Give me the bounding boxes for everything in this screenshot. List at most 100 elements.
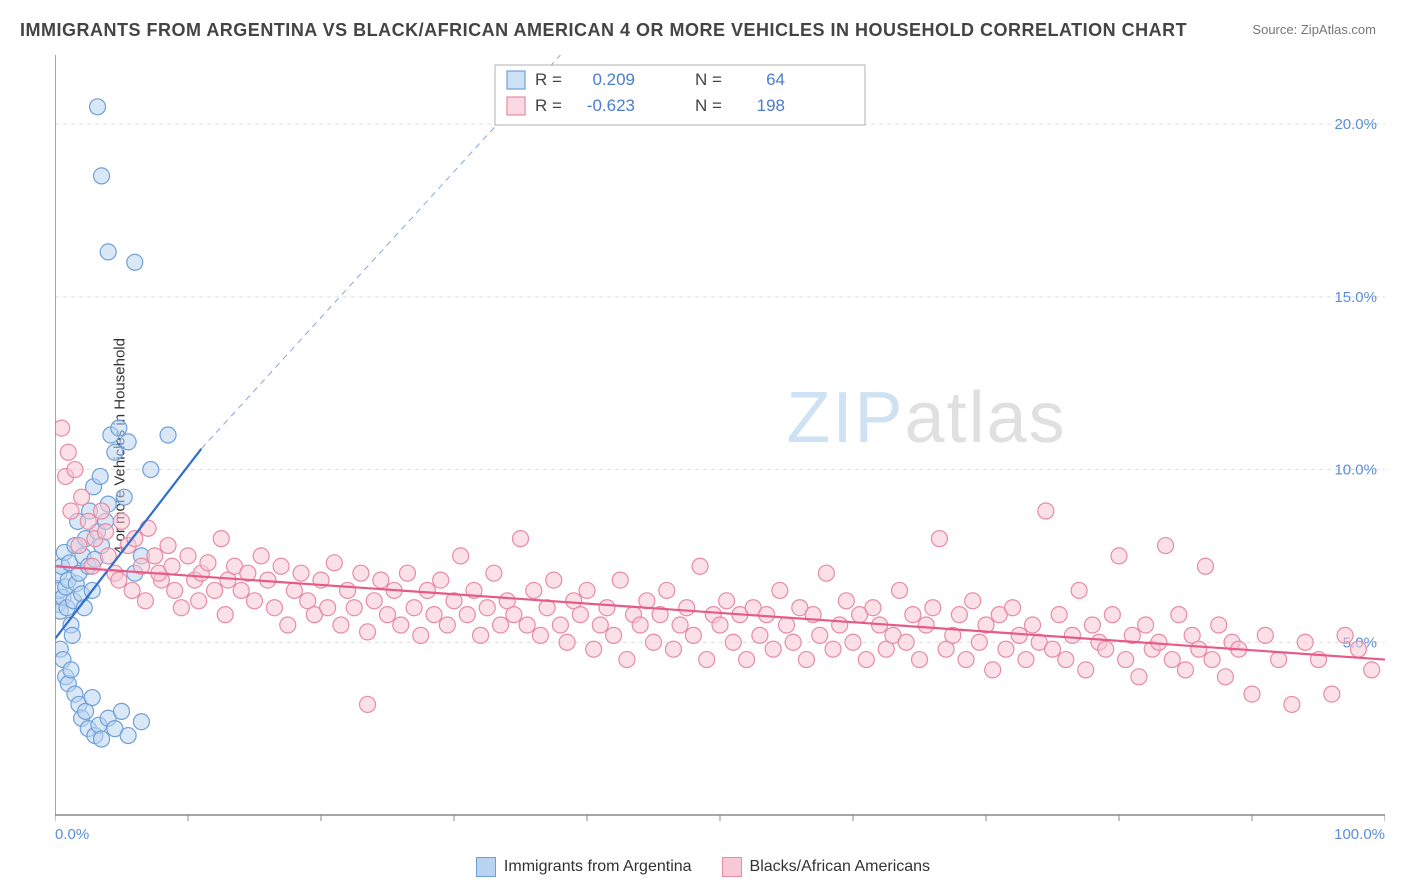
data-point bbox=[958, 652, 974, 668]
data-point bbox=[1171, 607, 1187, 623]
data-point bbox=[90, 99, 106, 115]
data-point bbox=[832, 617, 848, 633]
series-0 bbox=[55, 99, 176, 747]
data-point bbox=[160, 538, 176, 554]
data-point bbox=[965, 593, 981, 609]
data-point bbox=[320, 600, 336, 616]
data-point bbox=[1271, 652, 1287, 668]
data-point bbox=[812, 627, 828, 643]
ytick-label: 10.0% bbox=[1334, 462, 1377, 479]
data-point bbox=[519, 617, 535, 633]
data-point bbox=[140, 520, 156, 536]
data-point bbox=[479, 600, 495, 616]
data-point bbox=[739, 652, 755, 668]
data-point bbox=[120, 728, 136, 744]
data-point bbox=[679, 600, 695, 616]
data-point bbox=[712, 617, 728, 633]
data-point bbox=[1191, 641, 1207, 657]
source-label: Source: bbox=[1252, 22, 1297, 37]
stats-r-value: 0.209 bbox=[592, 70, 635, 89]
data-point bbox=[439, 617, 455, 633]
data-point bbox=[84, 690, 100, 706]
ytick-label: 15.0% bbox=[1334, 289, 1377, 306]
data-point bbox=[143, 462, 159, 478]
data-point bbox=[433, 572, 449, 588]
data-point bbox=[124, 582, 140, 598]
data-point bbox=[1204, 652, 1220, 668]
stats-n-label: N = bbox=[695, 96, 722, 115]
data-point bbox=[333, 617, 349, 633]
data-point bbox=[360, 696, 376, 712]
data-point bbox=[1350, 641, 1366, 657]
watermark: ZIPatlas bbox=[787, 378, 1067, 458]
source-link[interactable]: ZipAtlas.com bbox=[1301, 22, 1376, 37]
data-point bbox=[1131, 669, 1147, 685]
data-point bbox=[592, 617, 608, 633]
data-point bbox=[1217, 669, 1233, 685]
data-point bbox=[266, 600, 282, 616]
data-point bbox=[426, 607, 442, 623]
data-point bbox=[572, 607, 588, 623]
data-point bbox=[64, 627, 80, 643]
data-point bbox=[858, 652, 874, 668]
series-1 bbox=[55, 420, 1380, 712]
data-point bbox=[925, 600, 941, 616]
data-point bbox=[1118, 652, 1134, 668]
data-point bbox=[340, 582, 356, 598]
data-point bbox=[845, 634, 861, 650]
data-point bbox=[486, 565, 502, 581]
data-point bbox=[599, 600, 615, 616]
data-point bbox=[92, 468, 108, 484]
data-point bbox=[247, 593, 263, 609]
stats-r-value: -0.623 bbox=[587, 96, 635, 115]
data-point bbox=[217, 607, 233, 623]
data-point bbox=[1025, 617, 1041, 633]
data-point bbox=[164, 558, 180, 574]
data-point bbox=[1138, 617, 1154, 633]
data-point bbox=[905, 607, 921, 623]
data-point bbox=[752, 627, 768, 643]
data-point bbox=[931, 531, 947, 547]
data-point bbox=[971, 634, 987, 650]
data-point bbox=[985, 662, 1001, 678]
data-point bbox=[1098, 641, 1114, 657]
data-point bbox=[459, 607, 475, 623]
data-point bbox=[293, 565, 309, 581]
data-point bbox=[692, 558, 708, 574]
data-point bbox=[213, 531, 229, 547]
data-point bbox=[1257, 627, 1273, 643]
data-point bbox=[838, 593, 854, 609]
data-point bbox=[180, 548, 196, 564]
data-point bbox=[200, 555, 216, 571]
data-point bbox=[326, 555, 342, 571]
data-point bbox=[1071, 582, 1087, 598]
legend-item: Blacks/African Americans bbox=[722, 857, 931, 877]
data-point bbox=[785, 634, 801, 650]
data-point bbox=[373, 572, 389, 588]
data-point bbox=[1244, 686, 1260, 702]
legend-label: Immigrants from Argentina bbox=[504, 858, 692, 876]
data-point bbox=[559, 634, 575, 650]
legend-swatch bbox=[476, 857, 496, 877]
data-point bbox=[898, 634, 914, 650]
data-point bbox=[273, 558, 289, 574]
data-point bbox=[94, 503, 110, 519]
data-point bbox=[1018, 652, 1034, 668]
data-point bbox=[513, 531, 529, 547]
data-point bbox=[399, 565, 415, 581]
data-point bbox=[725, 634, 741, 650]
data-point bbox=[393, 617, 409, 633]
data-point bbox=[366, 593, 382, 609]
ytick-label: 20.0% bbox=[1334, 116, 1377, 133]
data-point bbox=[765, 641, 781, 657]
legend-swatch bbox=[722, 857, 742, 877]
data-point bbox=[646, 634, 662, 650]
data-point bbox=[67, 462, 83, 478]
data-point bbox=[579, 582, 595, 598]
xtick-label: 100.0% bbox=[1334, 826, 1385, 843]
data-point bbox=[114, 513, 130, 529]
data-point bbox=[1104, 607, 1120, 623]
data-point bbox=[413, 627, 429, 643]
data-point bbox=[586, 641, 602, 657]
data-point bbox=[116, 489, 132, 505]
